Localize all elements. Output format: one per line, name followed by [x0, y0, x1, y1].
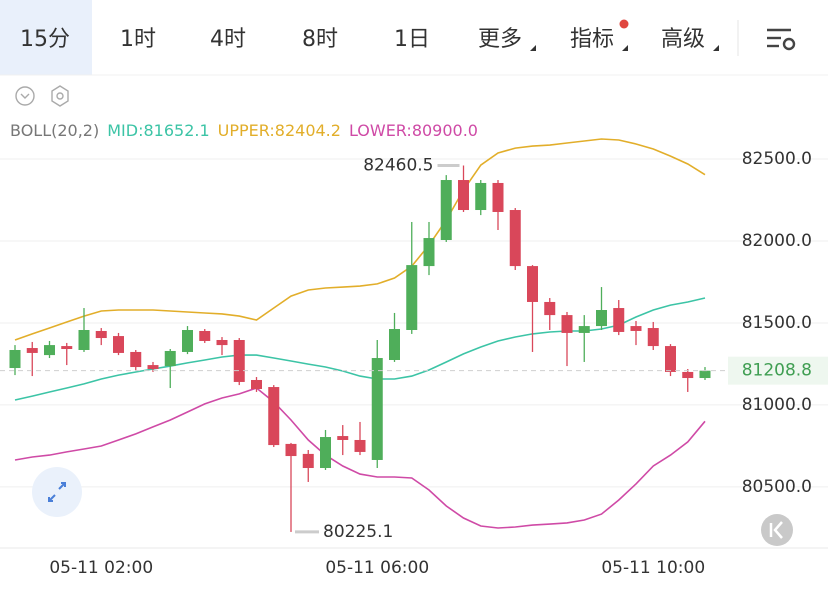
indicator-icons[interactable] — [15, 85, 69, 107]
candle-body — [216, 339, 228, 346]
min-label: 80225.1 — [323, 522, 393, 542]
candle-body — [509, 210, 521, 267]
candle-body — [544, 301, 556, 316]
candle-body — [647, 328, 659, 347]
candle-body — [440, 180, 452, 241]
plot: 80500.0 81000.0 81500.0 82000.0 82500.0 05-11… — [0, 138, 828, 578]
tab[interactable]: 1日 — [394, 27, 430, 52]
candle-body — [665, 346, 676, 372]
band-line — [14, 297, 706, 401]
candle-body — [406, 265, 418, 330]
candle-body — [423, 238, 435, 267]
candle-body — [630, 326, 642, 331]
tab[interactable]: 1时 — [120, 27, 156, 52]
tab[interactable]: 更多 — [478, 27, 522, 52]
candle-body — [182, 329, 193, 352]
x-tick-label: 05-11 02:00 — [49, 558, 153, 578]
tab[interactable]: 4时 — [210, 27, 246, 52]
candle-body — [682, 371, 694, 379]
candle-body — [268, 387, 280, 446]
candle-body — [251, 379, 262, 390]
candle-body — [44, 345, 55, 356]
tab[interactable]: 指标 — [570, 27, 614, 52]
y-tick-label: 81500.0 — [742, 313, 812, 333]
y-tick-label: 82000.0 — [742, 231, 812, 251]
candle-body — [95, 330, 107, 339]
price-tag-bg — [728, 356, 828, 385]
candle-body — [371, 358, 383, 460]
settings-icon[interactable] — [767, 28, 796, 51]
candle-body — [561, 315, 573, 333]
legend-entry: BOLL(20,2) — [10, 121, 99, 140]
dropdown-mark — [713, 45, 719, 51]
candle-body — [354, 439, 366, 452]
y-tick-label: 82500.0 — [742, 149, 812, 169]
band-line — [14, 387, 706, 529]
legend-entry: MID:81652.1 — [107, 121, 209, 140]
candle-body — [61, 346, 73, 350]
candle-body — [130, 351, 142, 368]
legend-entry: LOWER:80900.0 — [349, 121, 478, 140]
x-tick-label: 05-11 06:00 — [325, 558, 429, 578]
tab[interactable]: 8时 — [302, 27, 338, 52]
active-tab-bg — [0, 0, 92, 75]
candle-body — [199, 330, 211, 341]
tab[interactable]: 15分 — [20, 27, 70, 52]
candle-body — [699, 370, 711, 379]
candle-body — [578, 326, 590, 333]
candle-body — [320, 437, 331, 469]
expand-button[interactable] — [32, 467, 82, 517]
candle-body — [596, 310, 607, 327]
candle-body — [492, 182, 504, 212]
band-line — [14, 138, 706, 341]
y-tick-label: 81000.0 — [742, 395, 812, 415]
candle-body — [389, 329, 400, 360]
candle-body — [458, 180, 469, 211]
candle-body — [113, 336, 124, 353]
candle-body — [26, 348, 38, 353]
candle-body — [475, 182, 487, 211]
tab-bar — [0, 0, 828, 75]
x-tick-label: 05-11 10:00 — [601, 558, 705, 578]
legend: BOLL(20,2) MID:81652.1 UPPER:82404.2 LOWER:… — [10, 121, 478, 140]
dropdown-mark — [622, 45, 628, 51]
legend-entry: UPPER:82404.2 — [218, 121, 341, 140]
y-tick-label: 80500.0 — [742, 477, 812, 497]
notification-dot — [619, 19, 629, 29]
candle-body — [613, 308, 625, 332]
candle-body — [147, 365, 159, 370]
tabs: 15分 1时 4时 8时 1日 更多 指标 高级 — [0, 0, 719, 75]
candle-body — [9, 349, 21, 369]
candle-body — [233, 339, 245, 382]
dropdown-mark — [530, 45, 536, 51]
candle-body — [285, 443, 297, 457]
candle-body — [78, 329, 90, 350]
candle-body — [527, 266, 538, 302]
candle-body — [164, 350, 176, 367]
candle-body — [302, 453, 314, 469]
max-label: 82460.5 — [363, 156, 433, 176]
tab[interactable]: 高级 — [661, 27, 705, 52]
back-button[interactable] — [761, 514, 793, 546]
price-tag: 81208.8 — [742, 361, 812, 381]
candle-body — [337, 436, 349, 440]
